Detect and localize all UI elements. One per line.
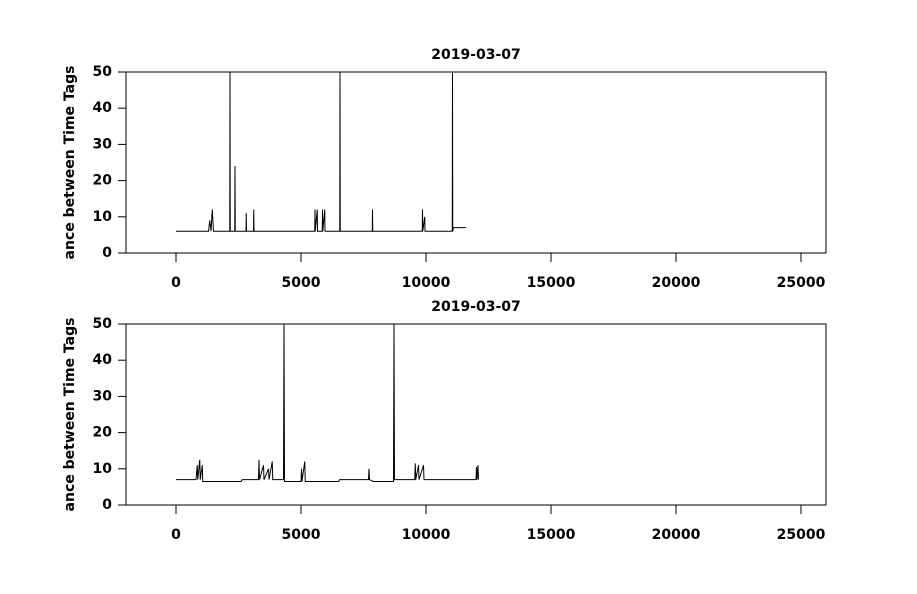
plot-frame (125, 71, 827, 254)
x-tick-label: 15000 (527, 527, 576, 543)
x-tick-label: 25000 (777, 527, 826, 543)
y-tick-label: 0 (102, 497, 112, 513)
y-tick-label: 30 (93, 388, 113, 404)
x-tick-label: 20000 (652, 275, 701, 291)
y-axis-label: ance between Time Tags (62, 318, 78, 512)
subplot: 2019-03-07 ance between Time Tags 0 10 20 30 4… (62, 299, 827, 543)
y-tick-label: 10 (93, 209, 113, 225)
y-axis-label: ance between Time Tags (62, 66, 78, 260)
data-line (176, 72, 466, 232)
y-tick-label: 20 (93, 425, 113, 441)
x-tick-label: 25000 (777, 275, 826, 291)
y-tick-label: 40 (93, 352, 113, 368)
data-line (176, 324, 479, 482)
y-tick-label: 0 (102, 245, 112, 261)
chart-title: 2019-03-07 (431, 299, 521, 315)
x-tick-label: 10000 (402, 275, 451, 291)
y-tick-label: 20 (93, 173, 113, 189)
y-tick-label: 50 (93, 64, 113, 80)
x-tick-label: 10000 (402, 527, 451, 543)
y-tick-label: 10 (93, 461, 113, 477)
x-tick-label: 20000 (652, 527, 701, 543)
y-tick-label: 40 (93, 100, 113, 116)
x-tick-label: 15000 (527, 275, 576, 291)
x-tick-label: 5000 (282, 527, 321, 543)
x-tick-label: 0 (171, 527, 181, 543)
chart-title: 2019-03-07 (431, 47, 521, 63)
plot-frame (125, 323, 827, 506)
subplot: 2019-03-07 ance between Time Tags 0 10 20 30 4… (62, 47, 827, 291)
y-tick-label: 30 (93, 136, 113, 152)
x-tick-label: 0 (171, 275, 181, 291)
x-tick-label: 5000 (282, 275, 321, 291)
y-tick-label: 50 (93, 316, 113, 332)
